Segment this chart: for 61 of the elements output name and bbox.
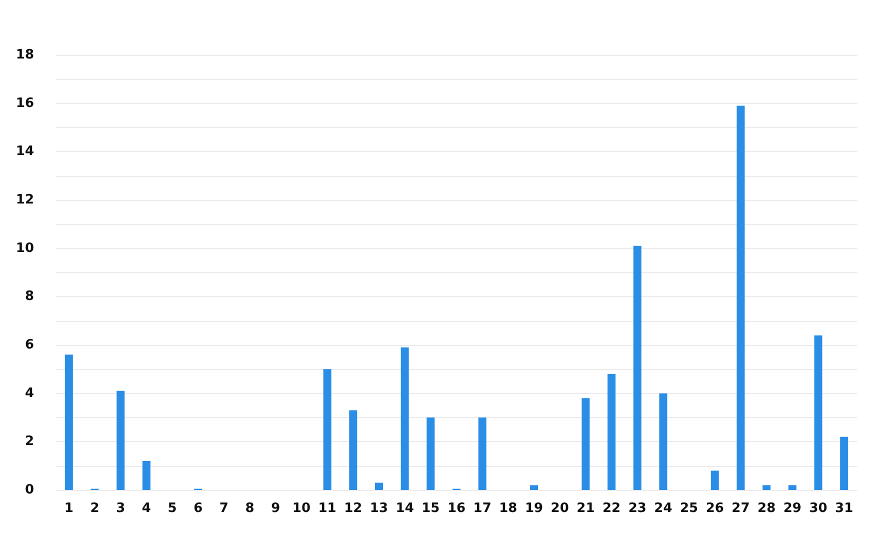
- y-tick-label: 14: [16, 144, 34, 160]
- x-tick-label: 22: [602, 501, 621, 516]
- bar: [762, 485, 771, 490]
- y-tick-label: 16: [16, 96, 34, 111]
- y-tick-label: 18: [16, 48, 34, 62]
- x-tick-label: 17: [473, 501, 492, 516]
- x-tick-label: 28: [758, 501, 776, 516]
- x-tick-label: 5: [168, 501, 177, 516]
- x-tick-label: 26: [706, 501, 724, 516]
- bar: [400, 347, 409, 490]
- x-tick-label: 15: [422, 501, 440, 516]
- x-tick-label: 19: [524, 501, 544, 516]
- bar: [349, 410, 358, 490]
- x-tick-label: 8: [245, 501, 254, 516]
- bar: [142, 461, 150, 490]
- x-tick-label: 16: [447, 501, 466, 516]
- x-tick-label: 23: [628, 501, 646, 516]
- x-tick-label: 6: [194, 501, 203, 516]
- y-tick-label: 6: [24, 338, 34, 352]
- x-tick-label: 21: [576, 501, 595, 516]
- bar: [633, 246, 642, 490]
- bar: [608, 374, 616, 490]
- y-tick-label: 4: [24, 386, 34, 401]
- y-tick-label: 2: [24, 434, 34, 450]
- x-tick-label: 25: [680, 501, 698, 516]
- x-tick-label: 10: [292, 501, 311, 516]
- bar: [788, 485, 796, 490]
- bar: [478, 418, 486, 490]
- bar: [659, 393, 668, 490]
- bar: [116, 390, 125, 490]
- x-tick-label: 18: [499, 501, 518, 516]
- bar: [374, 482, 383, 490]
- x-tick-label: 3: [116, 501, 126, 516]
- bar: [814, 335, 822, 490]
- bar: [582, 398, 590, 490]
- y-tick-label: 8: [24, 289, 34, 304]
- bar: [530, 485, 538, 490]
- x-tick-label: 12: [344, 501, 362, 516]
- x-tick-label: 27: [732, 501, 750, 516]
- x-tick-label: 24: [654, 501, 672, 516]
- x-tick-label: 11: [318, 501, 336, 516]
- bar: [426, 418, 435, 490]
- y-tick-label: 10: [16, 240, 34, 256]
- bar: [323, 369, 332, 490]
- x-tick-label: 1: [64, 501, 74, 516]
- x-tick-label: 4: [142, 501, 151, 516]
- x-tick-label: 31: [835, 501, 854, 516]
- bar: [710, 470, 719, 490]
- bar: [64, 354, 73, 490]
- y-tick-label: 12: [16, 192, 34, 208]
- bar: [840, 436, 848, 490]
- x-tick-label: 13: [370, 501, 388, 516]
- x-tick-label: 20: [550, 501, 569, 516]
- x-tick-label: 9: [271, 501, 280, 516]
- x-tick-label: 2: [90, 501, 100, 516]
- y-tick-label: 0: [24, 482, 34, 498]
- x-tick-label: 30: [809, 501, 828, 516]
- x-tick-label: 7: [219, 501, 228, 516]
- x-tick-label: 29: [783, 501, 802, 516]
- x-tick-label: 14: [396, 501, 414, 516]
- bar: [736, 106, 745, 490]
